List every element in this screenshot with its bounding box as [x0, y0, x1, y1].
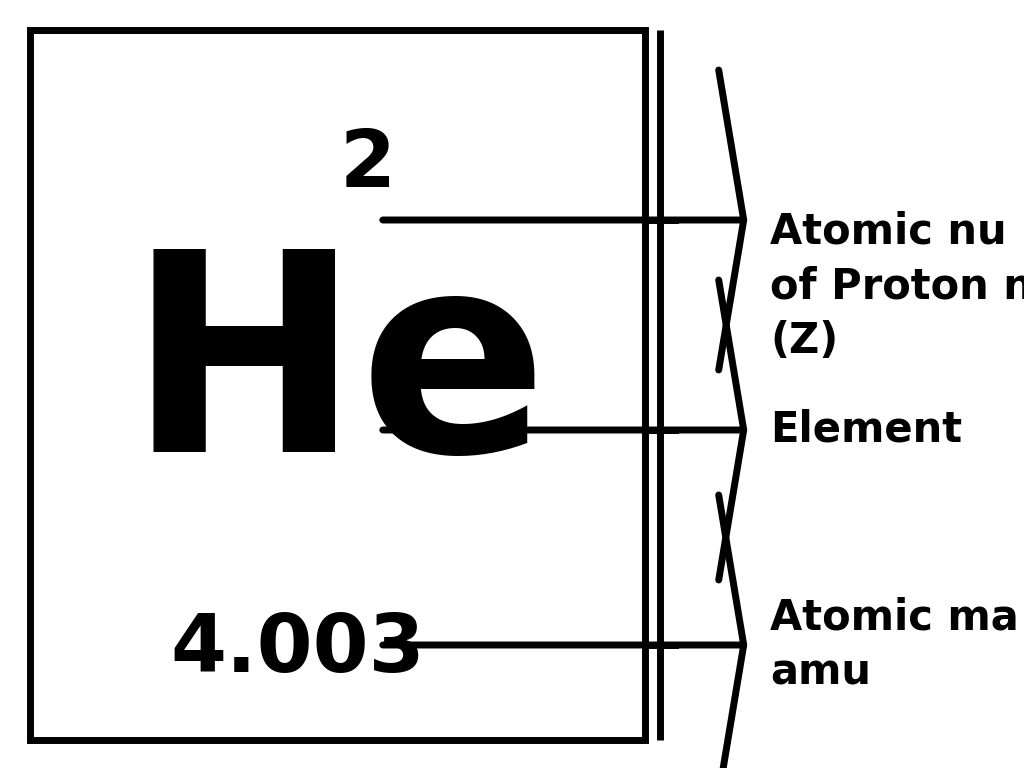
Text: He: He	[127, 240, 548, 510]
Text: 4.003: 4.003	[170, 611, 425, 689]
Text: Atomic nu
of Proton n
(Z): Atomic nu of Proton n (Z)	[770, 210, 1024, 362]
Text: Element: Element	[770, 409, 963, 451]
Bar	[30, 30, 645, 740]
Text: 2: 2	[340, 126, 395, 204]
Text: Atomic ma
amu: Atomic ma amu	[770, 597, 1019, 694]
